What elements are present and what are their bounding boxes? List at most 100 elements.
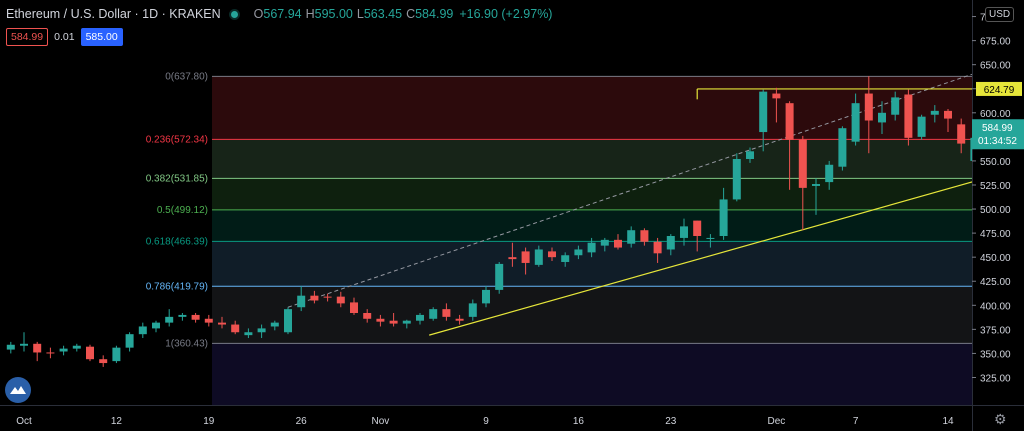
candle-body xyxy=(323,296,332,298)
candle-body xyxy=(429,309,438,319)
time-tick-label: 26 xyxy=(296,416,308,427)
time-tick-label: 14 xyxy=(942,416,954,427)
candle-body xyxy=(627,230,636,244)
market-status-icon xyxy=(230,10,238,18)
candle-body xyxy=(706,237,715,239)
candle-body xyxy=(746,151,754,159)
time-tick-label: Oct xyxy=(16,416,32,427)
fib-zone xyxy=(212,209,972,242)
candle-body xyxy=(930,110,939,115)
candle-body xyxy=(231,324,240,333)
fib-zone xyxy=(212,343,972,405)
price-tick-label: 550.00 xyxy=(980,157,1011,168)
candle-body xyxy=(112,347,121,362)
candle-body xyxy=(468,303,477,317)
countdown-label: 01:34:52 xyxy=(978,136,1017,147)
price-tick-label: 675.00 xyxy=(980,37,1011,48)
candle-body xyxy=(587,242,596,253)
fib-level-label: 0.5(499.12) xyxy=(157,205,208,216)
candle-body xyxy=(165,316,174,323)
candle-body xyxy=(851,103,860,142)
price-tick-label: 650.00 xyxy=(980,61,1011,72)
candle-body xyxy=(138,326,147,335)
candle-body xyxy=(350,302,358,313)
time-tick-label: 16 xyxy=(573,416,585,427)
time-tick-label: 7 xyxy=(853,416,859,427)
buy-price-button[interactable]: 585.00 xyxy=(80,28,123,46)
price-tick-label: 450.00 xyxy=(980,253,1011,264)
candle-body xyxy=(574,249,583,256)
candle-body xyxy=(99,359,108,364)
fib-level-label: 0(637.80) xyxy=(165,71,208,82)
tradingview-logo-icon[interactable] xyxy=(5,377,31,403)
candle-body xyxy=(561,255,570,262)
candle-body xyxy=(495,263,504,290)
spread-value: 0.01 xyxy=(54,31,75,43)
high-value: 595.00 xyxy=(314,7,353,21)
low-value: 563.45 xyxy=(363,7,403,21)
candle-body xyxy=(284,309,292,333)
candle-body xyxy=(72,345,81,349)
symbol-title[interactable]: Ethereum / U.S. Dollar · 1D · KRAKEN xyxy=(6,7,221,21)
price-tick-label: 600.00 xyxy=(980,109,1011,120)
candle-body xyxy=(614,239,622,248)
price-tick-label: 525.00 xyxy=(980,181,1011,192)
candle-body xyxy=(508,257,517,260)
fib-zone xyxy=(212,286,972,344)
resistance-price-tag xyxy=(976,81,1022,96)
candle-body xyxy=(402,320,411,324)
last-price-label: 584.99 xyxy=(982,123,1013,134)
fib-zone xyxy=(212,178,972,210)
candle-body xyxy=(534,249,543,265)
candle-body xyxy=(917,116,926,137)
candle-body xyxy=(680,226,688,238)
fib-zone xyxy=(212,139,972,179)
candle-body xyxy=(178,314,187,317)
candle-body xyxy=(772,93,781,99)
candle-body xyxy=(20,343,28,346)
candle-body xyxy=(666,236,675,250)
trade-panel: 584.99 0.01 585.00 xyxy=(6,28,123,46)
settings-gear-icon[interactable]: ⚙ xyxy=(994,411,1007,427)
candle-body xyxy=(33,343,42,353)
close-label: C xyxy=(406,7,416,21)
candle-body xyxy=(904,94,913,138)
time-tick-label: 19 xyxy=(203,416,215,427)
fib-level-label: 0.786(419.79) xyxy=(146,281,208,292)
candle-body xyxy=(125,334,134,348)
candle-body xyxy=(521,251,530,263)
candle-body xyxy=(152,322,160,329)
candle-body xyxy=(455,318,464,321)
symbol-header: Ethereum / U.S. Dollar · 1D · KRAKEN O 56… xyxy=(6,6,552,22)
price-axis-panel xyxy=(972,0,1024,431)
currency-button[interactable]: USD xyxy=(985,7,1015,22)
candle-body xyxy=(191,314,200,320)
candle-body xyxy=(442,309,451,317)
candle-body xyxy=(376,318,385,322)
open-value: 567.94 xyxy=(263,7,302,21)
candle-body xyxy=(86,346,94,360)
change-value: +16.90 (+2.97%) xyxy=(459,7,553,21)
candle-body xyxy=(653,241,662,254)
high-label: H xyxy=(305,7,315,21)
candle-body xyxy=(6,344,15,350)
candle-body xyxy=(416,314,424,321)
candle-body xyxy=(46,352,55,354)
fib-level-label: 0.618(466.39) xyxy=(146,236,208,247)
price-tick-label: 325.00 xyxy=(980,373,1011,384)
sell-price-button[interactable]: 584.99 xyxy=(6,28,49,46)
time-tick-label: Nov xyxy=(372,416,390,427)
candle-body xyxy=(270,322,279,327)
price-tick-label: 375.00 xyxy=(980,325,1011,336)
fib-level-label: 1(360.43) xyxy=(165,338,208,349)
candle-body xyxy=(878,112,886,123)
candle-body xyxy=(798,139,807,188)
open-label: O xyxy=(253,7,264,21)
candle-body xyxy=(310,295,319,301)
low-label: L xyxy=(356,7,364,21)
close-value: 584.99 xyxy=(415,7,454,21)
candle-body xyxy=(825,164,834,183)
candle-body xyxy=(812,184,820,186)
last-price-tag xyxy=(972,119,1024,150)
